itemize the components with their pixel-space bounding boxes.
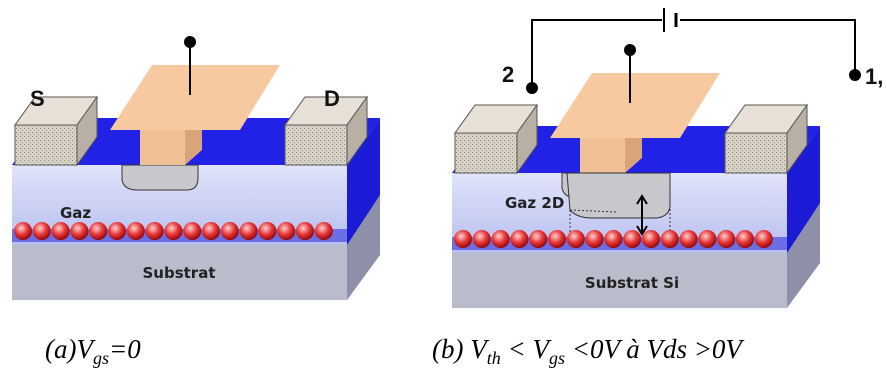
electron <box>736 230 754 248</box>
caption-subscript: th <box>487 348 501 368</box>
caption-b: (b) Vth < Vgs <0V à Vds >0V <box>432 334 745 368</box>
electron <box>14 222 32 240</box>
caption-subscript: gs <box>549 348 565 368</box>
electron <box>240 222 258 240</box>
electron <box>89 222 107 240</box>
electron <box>642 230 660 248</box>
panel-a: S D Gaz Substrat <box>12 36 380 300</box>
electron-gas <box>454 230 773 248</box>
substrate-label: Substrat Si <box>585 274 679 292</box>
electron <box>586 230 604 248</box>
electron <box>164 222 182 240</box>
source-label: S <box>30 86 45 111</box>
electron <box>183 222 201 240</box>
substrate-label: Substrat <box>142 264 215 282</box>
caption-part: < V <box>501 334 553 364</box>
electron <box>510 230 528 248</box>
electron <box>127 222 145 240</box>
electron <box>70 222 88 240</box>
electron <box>108 222 126 240</box>
electron <box>604 230 622 248</box>
electron <box>529 230 547 248</box>
caption-part: <0V à Vds >0V <box>565 334 745 364</box>
page: S D Gaz Substrat 2 1, Gaz 2D Substrat Si… <box>0 0 887 376</box>
electron <box>52 222 70 240</box>
panel-b: 2 1, Gaz 2D Substrat Si <box>452 8 883 308</box>
electron <box>623 230 641 248</box>
electron <box>717 230 735 248</box>
caption-subscript: gs <box>93 348 109 368</box>
electron <box>33 222 51 240</box>
electron <box>315 222 333 240</box>
electron <box>680 230 698 248</box>
electron <box>548 230 566 248</box>
electron <box>492 230 510 248</box>
electron <box>296 222 314 240</box>
electron <box>277 222 295 240</box>
caption-part: =0 <box>109 334 141 364</box>
caption-a: (a)Vgs=0 <box>45 334 141 368</box>
figure: S D Gaz Substrat 2 1, Gaz 2D Substrat Si… <box>0 0 887 376</box>
caption-part: (a)V <box>45 334 96 364</box>
caption-part: (b) V <box>432 334 490 364</box>
electron <box>258 222 276 240</box>
electron <box>567 230 585 248</box>
terminal-right-label: 1, <box>865 64 883 89</box>
drain-label: D <box>324 86 340 111</box>
electron <box>454 230 472 248</box>
terminal-left-label: 2 <box>502 62 514 87</box>
electron <box>661 230 679 248</box>
electron-gas <box>14 222 333 240</box>
electron <box>221 222 239 240</box>
electron <box>202 222 220 240</box>
electron <box>146 222 164 240</box>
gas-label: Gaz 2D <box>505 194 564 212</box>
gas-label: Gaz <box>60 204 91 222</box>
electron <box>755 230 773 248</box>
electron <box>473 230 491 248</box>
device <box>12 36 380 300</box>
electron <box>698 230 716 248</box>
